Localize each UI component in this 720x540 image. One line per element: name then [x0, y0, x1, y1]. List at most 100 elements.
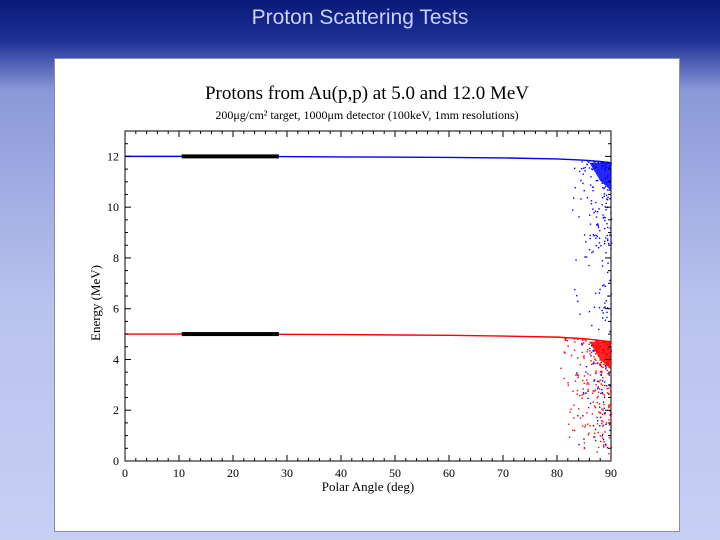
series-point — [567, 345, 569, 347]
series-point — [564, 339, 567, 341]
series-point — [605, 341, 607, 344]
series-point — [609, 429, 611, 432]
series-point — [605, 237, 607, 239]
series-point — [596, 340, 598, 342]
series-point — [589, 425, 591, 427]
series-point — [597, 344, 599, 346]
series-point — [601, 203, 603, 206]
series-point — [604, 216, 606, 219]
series-point — [608, 360, 610, 362]
data-band — [181, 332, 279, 337]
series-point — [598, 381, 600, 383]
series-point — [589, 353, 591, 355]
series-point — [593, 349, 595, 351]
series-point — [601, 165, 604, 167]
series-point — [581, 161, 583, 163]
series-point — [596, 348, 598, 351]
series-point — [603, 381, 606, 383]
series-point — [572, 209, 574, 211]
series-point — [582, 388, 585, 390]
series-point — [605, 423, 607, 426]
series-point — [584, 166, 586, 169]
series-point — [606, 311, 608, 314]
series-point — [588, 167, 591, 169]
series-point — [590, 203, 593, 205]
series-point — [578, 443, 580, 446]
series-point — [606, 392, 609, 394]
series-point — [603, 242, 606, 245]
series-point — [606, 198, 608, 200]
series-point — [576, 393, 578, 395]
series-point — [600, 422, 603, 425]
series-point — [603, 407, 605, 409]
chart-figure: Protons from Au(p,p) at 5.0 and 12.0 MeV… — [54, 58, 680, 532]
series-point — [609, 356, 611, 359]
x-tick-label: 0 — [122, 466, 128, 480]
series-point — [602, 438, 605, 441]
series-point — [595, 216, 598, 218]
series-point — [590, 351, 593, 354]
series-point — [578, 216, 580, 218]
series-point — [605, 208, 607, 211]
series-point — [592, 343, 594, 346]
series-point — [602, 424, 605, 426]
series-point — [603, 187, 605, 190]
series-point — [588, 161, 590, 163]
series-point — [610, 391, 612, 393]
scatter-chart: Protons from Au(p,p) at 5.0 and 12.0 MeV… — [88, 83, 617, 494]
series-point — [610, 163, 612, 165]
series-point — [593, 361, 595, 363]
series-point — [609, 349, 611, 352]
x-tick-label: 60 — [443, 466, 455, 480]
series-point — [586, 383, 588, 385]
series-dense-region — [589, 162, 611, 191]
series-point — [564, 338, 566, 340]
series-point — [601, 182, 604, 184]
series-point — [605, 251, 607, 254]
series-point — [591, 168, 593, 170]
series-point — [596, 380, 599, 383]
series-point — [593, 405, 596, 407]
series-point — [591, 392, 594, 394]
series-point — [569, 411, 571, 413]
series-point — [601, 197, 604, 199]
series-point — [608, 373, 610, 375]
series-dense-region — [589, 341, 611, 370]
series-point — [577, 300, 579, 303]
series-point — [584, 256, 586, 258]
series-point — [570, 354, 573, 357]
series-point — [605, 368, 607, 370]
series-point — [603, 444, 605, 446]
series-point — [608, 387, 610, 390]
series-point — [602, 317, 604, 319]
series-point — [609, 234, 611, 236]
series-point — [598, 208, 600, 210]
series-point — [588, 343, 590, 345]
series-point — [593, 167, 596, 169]
series-point — [606, 238, 609, 240]
series-point — [594, 362, 596, 365]
series-point — [598, 388, 601, 390]
series-point — [597, 342, 600, 345]
series-point — [593, 350, 595, 352]
series-point — [577, 414, 579, 417]
series-point — [604, 384, 606, 387]
series-point — [592, 190, 594, 192]
series-point — [589, 237, 591, 240]
series-point — [599, 379, 602, 381]
series-point — [576, 294, 578, 297]
series-point — [583, 446, 586, 449]
series-point — [595, 349, 598, 352]
series-point — [601, 425, 604, 427]
series-point — [581, 338, 584, 341]
series-point — [591, 324, 593, 327]
series-point — [585, 241, 587, 243]
series-point — [597, 386, 599, 388]
series-point — [602, 162, 604, 164]
series-point — [572, 390, 574, 392]
series-point — [598, 328, 600, 331]
series-point — [604, 352, 606, 354]
series-point — [593, 379, 596, 381]
series-point — [610, 293, 613, 295]
series-point — [605, 422, 608, 424]
